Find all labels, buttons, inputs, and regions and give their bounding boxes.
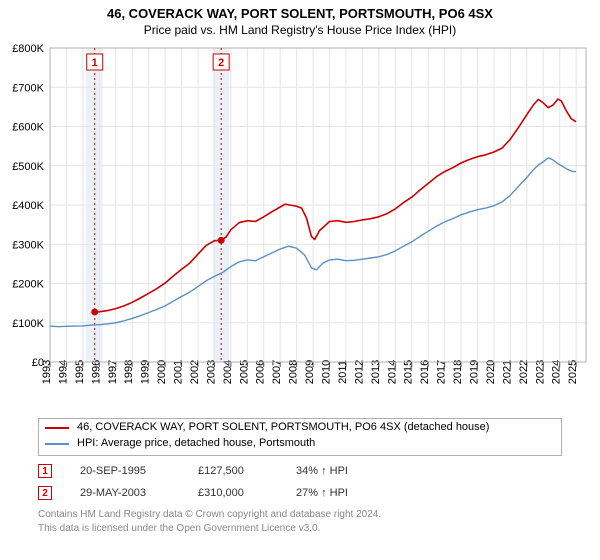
svg-text:1993: 1993 bbox=[41, 360, 53, 384]
svg-text:2024: 2024 bbox=[551, 360, 563, 384]
svg-text:£200K: £200K bbox=[12, 279, 44, 291]
svg-text:2006: 2006 bbox=[255, 360, 267, 384]
svg-text:2015: 2015 bbox=[403, 360, 415, 384]
svg-text:2019: 2019 bbox=[468, 360, 480, 384]
license-line-2: This data is licensed under the Open Gov… bbox=[38, 522, 562, 536]
legend-swatch-price-paid bbox=[45, 427, 69, 429]
svg-text:2009: 2009 bbox=[304, 360, 316, 384]
svg-text:2: 2 bbox=[218, 57, 224, 69]
sale-price-2: £310,000 bbox=[198, 487, 268, 499]
svg-text:2000: 2000 bbox=[156, 360, 168, 384]
sale-vs-hpi-2: 27% ↑ HPI bbox=[296, 487, 376, 499]
svg-text:2020: 2020 bbox=[485, 360, 497, 384]
svg-text:2021: 2021 bbox=[501, 360, 513, 384]
svg-text:2025: 2025 bbox=[567, 360, 579, 384]
svg-text:£800K: £800K bbox=[12, 43, 44, 55]
legend-box: 46, COVERACK WAY, PORT SOLENT, PORTSMOUT… bbox=[38, 418, 562, 456]
legend-swatch-hpi bbox=[45, 443, 69, 445]
svg-text:£600K: £600K bbox=[12, 122, 44, 134]
sale-row-1: 1 20-SEP-1995 £127,500 34% ↑ HPI bbox=[38, 460, 562, 482]
svg-text:1998: 1998 bbox=[123, 360, 135, 384]
svg-text:2004: 2004 bbox=[222, 360, 234, 384]
svg-text:2007: 2007 bbox=[271, 360, 283, 384]
svg-text:2005: 2005 bbox=[238, 360, 250, 384]
svg-text:£400K: £400K bbox=[12, 200, 44, 212]
svg-text:2018: 2018 bbox=[452, 360, 464, 384]
sales-table: 1 20-SEP-1995 £127,500 34% ↑ HPI 2 29-MA… bbox=[38, 460, 562, 504]
svg-text:2002: 2002 bbox=[189, 360, 201, 384]
sale-marker-2: 2 bbox=[38, 486, 52, 500]
svg-text:2008: 2008 bbox=[288, 360, 300, 384]
sale-price-1: £127,500 bbox=[198, 465, 268, 477]
chart-svg: £0£100K£200K£300K£400K£500K£600K£700K£80… bbox=[0, 42, 600, 412]
svg-text:2017: 2017 bbox=[436, 360, 448, 384]
svg-text:2014: 2014 bbox=[386, 360, 398, 384]
sale-date-2: 29-MAY-2003 bbox=[80, 487, 170, 499]
svg-text:£700K: £700K bbox=[12, 82, 44, 94]
svg-text:1996: 1996 bbox=[90, 360, 102, 384]
chart-area: £0£100K£200K£300K£400K£500K£600K£700K£80… bbox=[0, 42, 600, 412]
svg-text:1997: 1997 bbox=[107, 360, 119, 384]
sale-date-1: 20-SEP-1995 bbox=[80, 465, 170, 477]
legend-label-hpi: HPI: Average price, detached house, Port… bbox=[77, 436, 315, 452]
svg-text:2013: 2013 bbox=[370, 360, 382, 384]
sale-marker-1: 1 bbox=[38, 464, 52, 478]
svg-text:2011: 2011 bbox=[337, 360, 349, 384]
svg-text:1994: 1994 bbox=[57, 360, 69, 384]
svg-text:2003: 2003 bbox=[205, 360, 217, 384]
license-line-1: Contains HM Land Registry data © Crown c… bbox=[38, 508, 562, 522]
chart-title-block: 46, COVERACK WAY, PORT SOLENT, PORTSMOUT… bbox=[0, 0, 600, 37]
svg-text:1995: 1995 bbox=[74, 360, 86, 384]
svg-text:£500K: £500K bbox=[12, 161, 44, 173]
sale-vs-hpi-1: 34% ↑ HPI bbox=[296, 465, 376, 477]
chart-title-subtitle: Price paid vs. HM Land Registry's House … bbox=[0, 23, 600, 37]
svg-text:2016: 2016 bbox=[419, 360, 431, 384]
svg-text:2023: 2023 bbox=[534, 360, 546, 384]
legend-label-price-paid: 46, COVERACK WAY, PORT SOLENT, PORTSMOUT… bbox=[77, 420, 489, 436]
svg-text:1: 1 bbox=[92, 57, 98, 69]
legend-row-hpi: HPI: Average price, detached house, Port… bbox=[45, 436, 555, 452]
svg-text:2022: 2022 bbox=[518, 360, 530, 384]
svg-text:2001: 2001 bbox=[173, 360, 185, 384]
svg-text:2010: 2010 bbox=[321, 360, 333, 384]
license-text: Contains HM Land Registry data © Crown c… bbox=[38, 508, 562, 535]
svg-text:£100K: £100K bbox=[12, 318, 44, 330]
legend-row-price-paid: 46, COVERACK WAY, PORT SOLENT, PORTSMOUT… bbox=[45, 420, 555, 436]
sale-row-2: 2 29-MAY-2003 £310,000 27% ↑ HPI bbox=[38, 482, 562, 504]
chart-title-address: 46, COVERACK WAY, PORT SOLENT, PORTSMOUT… bbox=[0, 6, 600, 21]
svg-text:2012: 2012 bbox=[353, 360, 365, 384]
svg-text:1999: 1999 bbox=[140, 360, 152, 384]
svg-text:£300K: £300K bbox=[12, 239, 44, 251]
